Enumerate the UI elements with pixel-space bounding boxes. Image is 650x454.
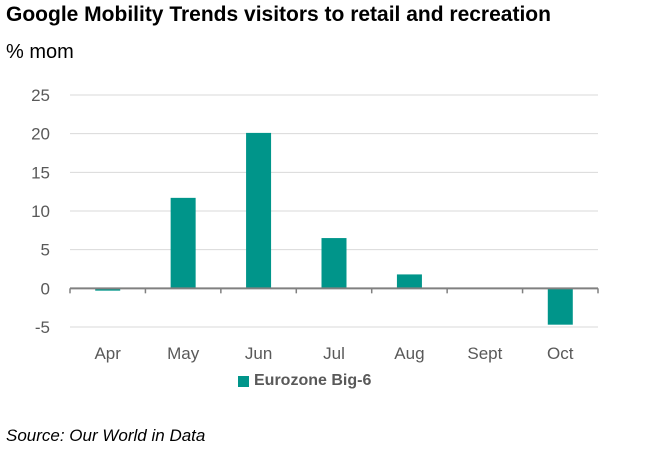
legend-swatch (238, 375, 249, 387)
x-tick-label: Jul (323, 344, 345, 363)
bar (396, 274, 422, 289)
legend-label: Eurozone Big-6 (254, 372, 372, 389)
x-tick-label: Oct (547, 344, 574, 363)
legend: Eurozone Big-6 (238, 372, 371, 390)
y-tick-label: 10 (31, 202, 50, 221)
y-tick-label: 25 (31, 86, 50, 105)
x-tick-label: Aug (394, 344, 424, 363)
source-note: Source: Our World in Data (6, 426, 206, 445)
x-tick-label: May (167, 344, 200, 363)
x-tick-label: Jun (245, 344, 272, 363)
y-tick-label: 20 (31, 125, 50, 144)
bar (321, 238, 347, 289)
x-tick-label: Sept (467, 344, 502, 363)
chart-subtitle: % mom (6, 41, 74, 63)
y-tick-label: 0 (41, 279, 50, 298)
bar (170, 197, 196, 289)
x-tick-label: Apr (94, 344, 121, 363)
bar (95, 288, 121, 291)
y-tick-label: 15 (31, 163, 50, 182)
chart-title: Google Mobility Trends visitors to retai… (6, 3, 551, 26)
y-tick-label: -5 (35, 318, 50, 337)
y-tick-label: 5 (41, 241, 50, 260)
bar (547, 288, 573, 325)
bar (246, 132, 272, 289)
